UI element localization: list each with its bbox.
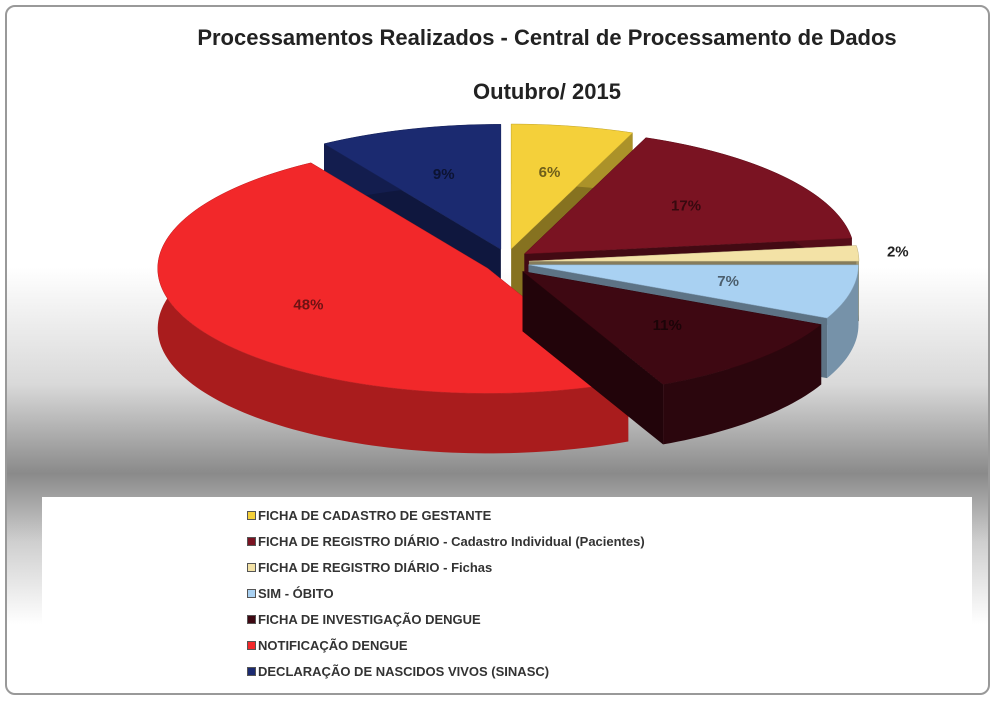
data-label: 9% <box>433 166 455 183</box>
legend-label: DECLARAÇÃO DE NASCIDOS VIVOS (SINASC) <box>258 664 550 679</box>
legend-swatch <box>247 537 256 546</box>
data-label: 11% <box>653 317 682 334</box>
slice <box>528 245 860 262</box>
legend-swatch <box>247 615 256 624</box>
legend-swatch <box>247 589 256 598</box>
slice <box>523 137 853 255</box>
legend-item: FICHA DE CADASTRO DE GESTANTE <box>247 503 972 529</box>
slice <box>528 264 859 319</box>
slice-side <box>663 324 822 445</box>
legend-item: FICHA DE REGISTRO DIÁRIO - Cadastro Indi… <box>247 529 972 555</box>
legend-item: SIM - ÓBITO <box>247 581 972 607</box>
slice-side <box>157 162 629 454</box>
legend-label: FICHA DE CADASTRO DE GESTANTE <box>258 508 492 523</box>
slice <box>510 123 634 250</box>
chart-title: Processamentos Realizados - Central de P… <box>197 25 897 50</box>
chart: Processamentos Realizados - Central de P… <box>5 5 990 695</box>
data-label: 2% <box>887 243 909 260</box>
legend-item: DECLARAÇÃO DE NASCIDOS VIVOS (SINASC) <box>247 659 972 685</box>
legend-item: NOTIFICAÇÃO DENGUE <box>247 633 972 659</box>
legend-label: FICHA DE REGISTRO DIÁRIO - Cadastro Indi… <box>258 534 645 549</box>
data-label: 17% <box>671 197 701 214</box>
slice <box>323 124 502 250</box>
legend-item: FICHA DE REGISTRO DIÁRIO - Fichas <box>247 555 972 581</box>
legend-label: SIM - ÓBITO <box>258 586 334 601</box>
legend-item: FICHA DE INVESTIGAÇÃO DENGUE <box>247 607 972 633</box>
slice-side <box>827 264 859 379</box>
legend-swatch <box>247 641 256 650</box>
legend-label: FICHA DE INVESTIGAÇÃO DENGUE <box>258 612 481 627</box>
legend-swatch <box>247 511 256 520</box>
legend-label: FICHA DE REGISTRO DIÁRIO - Fichas <box>258 560 493 575</box>
legend-swatch <box>247 667 256 676</box>
slice: 11% <box>522 271 822 445</box>
pie-area: 6% 9% 17% 2% 7% 48% 11% <box>157 123 909 454</box>
slice-side <box>522 271 664 445</box>
slice <box>157 162 629 394</box>
data-label: 48% <box>293 297 323 314</box>
data-label: 7% <box>717 273 739 290</box>
legend: FICHA DE CADASTRO DE GESTANTE FICHA DE RE… <box>42 497 972 687</box>
legend-swatch <box>247 563 256 572</box>
chart-subtitle: Outubro/ 2015 <box>473 79 621 104</box>
data-label: 6% <box>539 164 561 181</box>
slice <box>522 271 822 385</box>
legend-label: NOTIFICAÇÃO DENGUE <box>258 638 408 653</box>
